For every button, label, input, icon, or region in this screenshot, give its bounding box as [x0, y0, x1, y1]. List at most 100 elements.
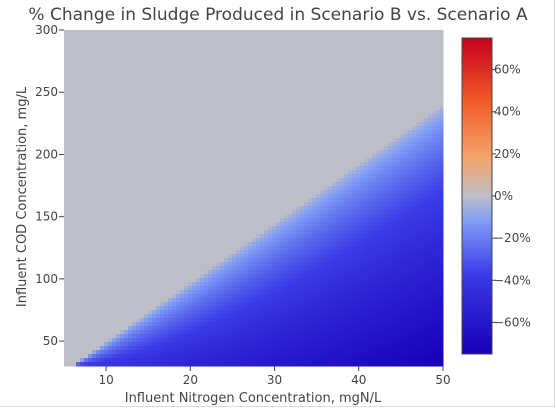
- heatmap-cell: [348, 190, 353, 195]
- heatmap-cell: [400, 74, 405, 79]
- heatmap-cell: [320, 114, 325, 119]
- heatmap-cell: [284, 182, 289, 187]
- heatmap-cell: [280, 226, 285, 231]
- heatmap-cell: [112, 154, 117, 159]
- heatmap-cell: [400, 198, 405, 203]
- heatmap-cell: [416, 202, 421, 207]
- heatmap-cell: [360, 142, 365, 147]
- heatmap-cell: [248, 142, 253, 147]
- heatmap-cell: [236, 206, 241, 211]
- heatmap-cell: [68, 218, 73, 223]
- heatmap-cell: [380, 102, 385, 107]
- heatmap-cell: [420, 82, 425, 87]
- heatmap-cell: [284, 90, 289, 95]
- heatmap-cell: [316, 62, 321, 67]
- heatmap-cell: [140, 142, 145, 147]
- heatmap-cell: [96, 142, 101, 147]
- heatmap-cell: [428, 106, 433, 111]
- heatmap-cell: [248, 190, 253, 195]
- heatmap-cell: [364, 46, 369, 51]
- heatmap-cell: [436, 182, 441, 187]
- heatmap-cell: [92, 150, 97, 155]
- heatmap-cell: [368, 146, 373, 151]
- heatmap-cell: [216, 62, 221, 67]
- heatmap-cell: [412, 210, 417, 215]
- heatmap-cell: [232, 234, 237, 239]
- heatmap-cell: [348, 70, 353, 75]
- heatmap-cell: [180, 170, 185, 175]
- heatmap-cell: [440, 118, 444, 123]
- heatmap-cell: [348, 74, 353, 79]
- heatmap-cell: [400, 230, 405, 235]
- heatmap-cell: [440, 46, 444, 51]
- heatmap-cell: [340, 122, 345, 127]
- heatmap-cell: [200, 66, 205, 71]
- heatmap-cell: [188, 94, 193, 99]
- heatmap-cell: [376, 82, 381, 87]
- heatmap-cell: [312, 210, 317, 215]
- heatmap-cell: [192, 118, 197, 123]
- heatmap-cell: [368, 230, 373, 235]
- heatmap-cell: [108, 210, 113, 215]
- heatmap-cell: [276, 34, 281, 39]
- heatmap-cell: [376, 230, 381, 235]
- heatmap-cell: [416, 38, 421, 43]
- heatmap-cell: [408, 174, 413, 179]
- heatmap-cell: [292, 34, 297, 39]
- heatmap-cell: [400, 182, 405, 187]
- heatmap-cell: [264, 162, 269, 167]
- heatmap-cell: [88, 82, 93, 87]
- heatmap-cell: [148, 174, 153, 179]
- heatmap-cell: [88, 90, 93, 95]
- heatmap-cell: [212, 42, 217, 47]
- heatmap-cell: [176, 78, 181, 83]
- heatmap-cell: [384, 54, 389, 59]
- heatmap-cell: [368, 178, 373, 183]
- heatmap-cell: [268, 98, 273, 103]
- heatmap-cell: [140, 206, 145, 211]
- heatmap-cell: [312, 74, 317, 79]
- heatmap-cell: [148, 194, 153, 199]
- heatmap-cell: [384, 234, 389, 239]
- heatmap-cell: [356, 150, 361, 155]
- heatmap-cell: [324, 186, 329, 191]
- heatmap-cell: [432, 118, 437, 123]
- heatmap-cell: [76, 190, 81, 195]
- heatmap-cell: [240, 230, 245, 235]
- heatmap-cell: [88, 142, 93, 147]
- heatmap-cell: [160, 122, 165, 127]
- heatmap-cell: [204, 214, 209, 219]
- heatmap-cell: [408, 34, 413, 39]
- heatmap-cell: [96, 150, 101, 155]
- heatmap-cell: [296, 142, 301, 147]
- heatmap-cell: [276, 174, 281, 179]
- heatmap-cell: [128, 54, 133, 59]
- heatmap-cell: [172, 102, 177, 107]
- heatmap-cell: [284, 54, 289, 59]
- heatmap-cell: [320, 234, 325, 239]
- heatmap-cell: [144, 66, 149, 71]
- heatmap-cell: [216, 142, 221, 147]
- heatmap-cell: [272, 146, 277, 151]
- heatmap-cell: [416, 74, 421, 79]
- heatmap-cell: [332, 226, 337, 231]
- heatmap-cell: [160, 142, 165, 147]
- heatmap-cell: [364, 174, 369, 179]
- heatmap-cell: [88, 50, 93, 55]
- heatmap-cell: [312, 174, 317, 179]
- heatmap-cell: [216, 226, 221, 231]
- heatmap-cell: [176, 230, 181, 235]
- heatmap-cell: [120, 202, 125, 207]
- heatmap-cell: [184, 198, 189, 203]
- heatmap-cell: [408, 106, 413, 111]
- heatmap-cell: [176, 158, 181, 163]
- heatmap-cell: [408, 194, 413, 199]
- heatmap-cell: [96, 210, 101, 215]
- heatmap-cell: [208, 30, 213, 35]
- heatmap-cell: [340, 138, 345, 143]
- heatmap-cell: [212, 122, 217, 127]
- heatmap-cell: [112, 54, 117, 59]
- heatmap-cell: [252, 94, 257, 99]
- heatmap-cell: [272, 222, 277, 227]
- heatmap-cell: [396, 102, 401, 107]
